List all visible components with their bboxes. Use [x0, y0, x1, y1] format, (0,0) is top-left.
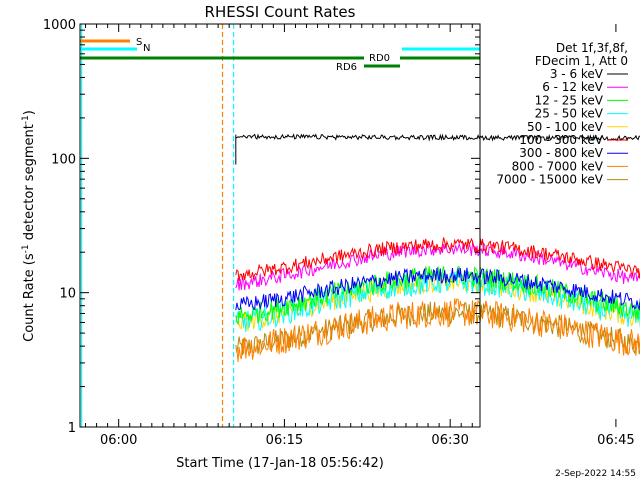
overlay-layer: SN RD0 RD6 — [80, 24, 480, 427]
y-axis-label-sup2: -1 — [21, 115, 31, 124]
series-line — [235, 237, 640, 281]
flag-label-s: S — [136, 37, 142, 48]
plot-frame — [79, 23, 481, 428]
legend-entry-label: 7000 - 15000 keV — [496, 173, 603, 187]
x-tick-label: 06:45 — [597, 433, 634, 448]
y-axis-label-main: Count Rate (s — [22, 253, 37, 342]
x-tick-label: 06:30 — [431, 433, 468, 448]
y-axis-label-sup1: -1 — [21, 244, 31, 253]
legend-header-line: FDecim 1, Att 0 — [535, 54, 628, 68]
series-line — [235, 241, 640, 291]
footer-date: 2-Sep-2022 14:55 — [555, 469, 636, 479]
legend-header-line: Det 1f,3f,8f, — [556, 41, 628, 55]
flag-label-rd6: RD6 — [336, 62, 357, 73]
y-axis-label-mid: detector segment — [22, 124, 37, 244]
series-line — [235, 133, 640, 142]
legend-entry-label: 3 - 6 keV — [550, 67, 604, 81]
y-axis-label-end: ) — [22, 110, 37, 115]
series-line — [235, 271, 640, 333]
x-axis-label: Start Time (17-Jan-18 05:56:42) — [176, 456, 384, 471]
legend-entry-label: 12 - 25 keV — [535, 93, 604, 107]
series-line — [235, 298, 640, 362]
legend-entry-label: 300 - 800 keV — [519, 146, 603, 160]
data-layer — [235, 133, 640, 362]
x-tick-label: 06:00 — [100, 433, 137, 448]
legend-entry-label: 25 - 50 keV — [535, 107, 604, 121]
y-tick-label: 100 — [51, 152, 76, 167]
y-tick-label: 1 — [68, 421, 76, 436]
legend-entry-label: 50 - 100 keV — [527, 120, 604, 134]
series-line — [235, 301, 640, 356]
chart-title: RHESSI Count Rates — [205, 3, 356, 21]
y-tick-label: 10 — [59, 287, 76, 302]
flag-label-rd0: RD0 — [369, 53, 390, 64]
legend-entry-label: 800 - 7000 keV — [512, 159, 604, 173]
y-tick-label: 1000 — [43, 18, 76, 33]
axes-layer: 06:0006:1506:3006:4507:0007:1507:3011010… — [43, 18, 635, 448]
flag-label-n: N — [143, 43, 150, 54]
series-line — [235, 267, 640, 312]
legend-entry-label: 100 - 300 keV — [519, 133, 603, 147]
x-tick-label: 06:15 — [266, 433, 303, 448]
legend-entry-label: 6 - 12 keV — [542, 80, 604, 94]
y-axis-label: Count Rate (s-1 detector segment-1) — [21, 110, 37, 342]
